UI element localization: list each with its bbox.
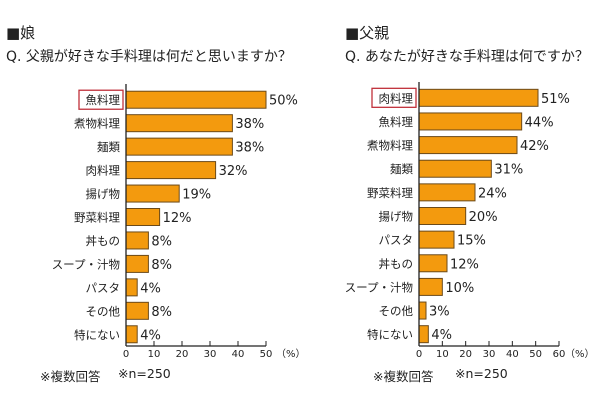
right-bar [418, 88, 539, 107]
left-category-label: 煮物料理 [74, 117, 120, 131]
right-category-label: 煮物料理 [367, 139, 413, 153]
left-value-label: 50% [269, 94, 298, 109]
right-bar [418, 112, 523, 131]
left-x-unit: （%） [276, 348, 306, 360]
left-category-label: 魚料理 [86, 93, 121, 107]
right-x-tick-label: 50 [529, 349, 542, 360]
right-category-label: 魚料理 [379, 115, 414, 129]
right-value-label: 44% [525, 115, 554, 130]
left-highlight-box [78, 89, 124, 110]
left-x-tick-label: 40 [232, 349, 245, 360]
right-category-label: その他 [379, 304, 414, 318]
left-bar [125, 231, 149, 250]
left-category-label: 野菜料理 [74, 211, 120, 225]
left-question: Q. 父親が好きな手料理は何だと思いますか？ [6, 49, 292, 65]
left-x-tick-label: 10 [148, 349, 161, 360]
right-category-label: スープ・汁物 [345, 280, 413, 294]
right-category-label: 野菜料理 [367, 186, 413, 200]
left-note-n: ※n=250 [118, 366, 171, 381]
right-category-label: 丼もの [379, 257, 414, 271]
left-category-label: 揚げ物 [86, 187, 121, 201]
right-bar [418, 230, 455, 249]
right-value-label: 31% [494, 163, 523, 178]
left-heading: ■娘 [6, 24, 36, 42]
right-value-label: 42% [520, 139, 549, 154]
left-category-label: 丼もの [86, 234, 121, 248]
right-x-tick-label: 20 [459, 349, 472, 360]
right-bar [418, 301, 427, 320]
right-bar [418, 207, 467, 225]
right-bar [418, 159, 492, 178]
right-category-label: 揚げ物 [379, 210, 414, 224]
right-bar [418, 254, 448, 273]
right-value-label: 3% [429, 305, 450, 320]
left-bar [125, 325, 138, 344]
right-x-tick-label: 40 [506, 349, 519, 360]
left-value-label: 4% [140, 328, 161, 343]
right-bar [418, 183, 476, 202]
right-category-label: 麺類 [390, 162, 413, 176]
right-bar [418, 136, 518, 155]
right-x-tick-label: 0 [416, 349, 422, 360]
left-bar [125, 90, 267, 109]
left-bar [125, 184, 180, 203]
left-value-label: 8% [151, 305, 172, 320]
left-bar [125, 301, 149, 320]
right-value-label: 24% [478, 186, 507, 201]
right-value-label: 20% [469, 210, 498, 225]
left-bar [125, 254, 149, 273]
right-x-tick-label: 30 [483, 349, 496, 360]
left-bar [125, 161, 217, 180]
right-value-label: 51% [541, 92, 570, 107]
right-note-multiple: ※複数回答 [373, 369, 434, 384]
right-x-tick-label: 60 [553, 349, 566, 360]
right-note-n: ※n=250 [455, 366, 508, 381]
right-category-label: 特にない [367, 328, 413, 342]
left-x-tick-label: 0 [123, 349, 129, 360]
right-category-label: 肉料理 [379, 91, 414, 105]
right-x-tick-label: 10 [436, 349, 449, 360]
left-x-tick-label: 30 [204, 349, 217, 360]
left-value-label: 19% [182, 188, 211, 203]
left-category-label: 特にない [74, 328, 120, 342]
left-bar [125, 137, 233, 156]
left-bar [125, 278, 138, 297]
right-question: Q. あなたが好きな手料理は何ですか？ [345, 49, 589, 65]
left-value-label: 4% [140, 281, 161, 296]
right-value-label: 12% [450, 257, 479, 272]
left-value-label: 32% [219, 164, 248, 179]
left-value-label: 12% [163, 211, 192, 226]
left-category-label: その他 [86, 304, 121, 318]
right-value-label: 4% [431, 328, 452, 343]
right-value-label: 15% [457, 234, 486, 249]
right-bar [418, 277, 443, 296]
left-category-label: パスタ [86, 281, 121, 295]
right-category-label: パスタ [379, 233, 414, 247]
right-bar [418, 325, 429, 344]
left-value-label: 38% [235, 117, 264, 132]
left-value-label: 8% [151, 258, 172, 273]
left-category-label: スープ・汁物 [52, 257, 120, 271]
right-heading: ■父親 [345, 24, 390, 42]
left-note-multiple: ※複数回答 [40, 369, 101, 384]
left-x-tick-label: 20 [176, 349, 189, 360]
left-value-label: 38% [235, 141, 264, 156]
left-bar [125, 114, 233, 133]
left-category-label: 麺類 [97, 140, 120, 154]
left-bar [125, 208, 161, 226]
left-value-label: 8% [151, 234, 172, 249]
right-x-unit: （%） [565, 348, 595, 360]
left-category-label: 肉料理 [86, 164, 121, 178]
right-highlight-box [371, 87, 417, 108]
right-value-label: 10% [445, 281, 474, 296]
left-x-tick-label: 50 [260, 349, 273, 360]
